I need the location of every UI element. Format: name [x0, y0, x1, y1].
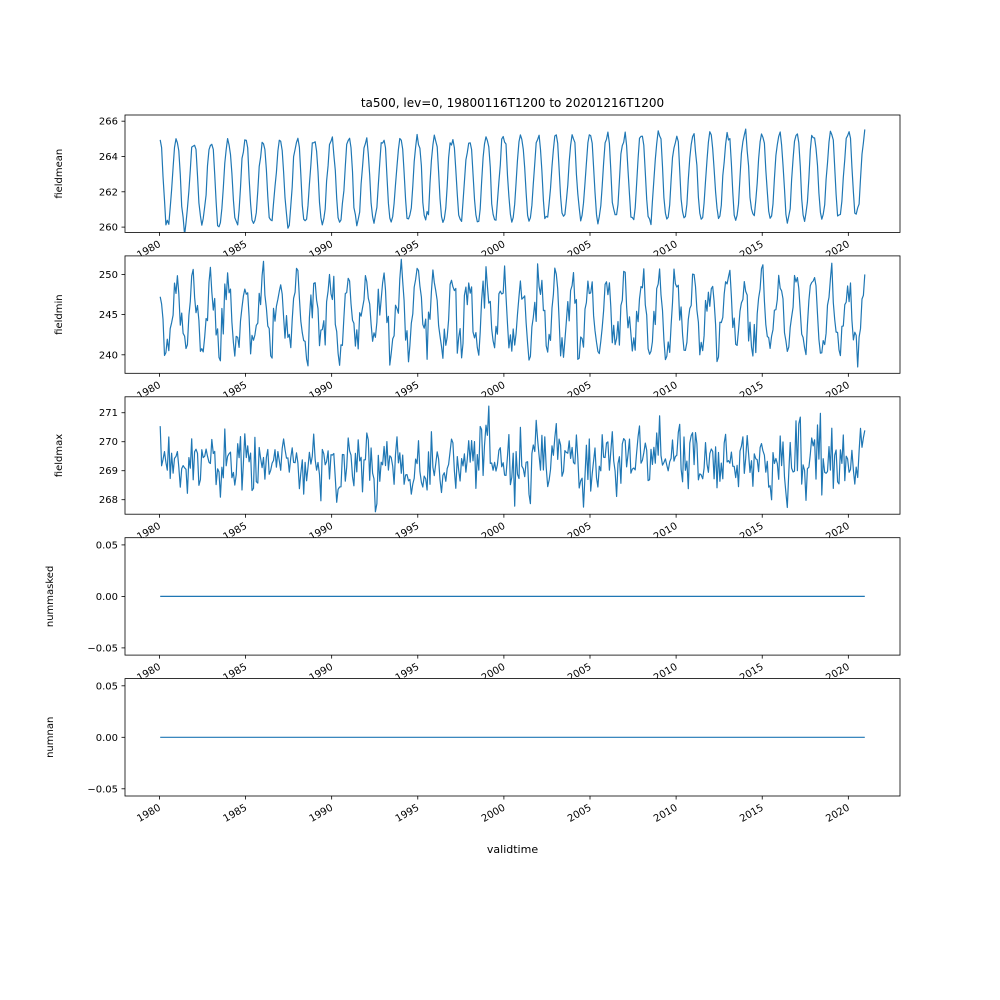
y-tick-label: 240	[99, 350, 118, 361]
x-tick-label: 2020	[824, 803, 852, 825]
axes-background	[125, 255, 900, 374]
y-axis-title-nummasked: nummasked	[45, 566, 56, 627]
series-line-fieldmin	[159, 258, 866, 368]
axes-background	[125, 115, 900, 233]
x-tick-label: 1980	[135, 803, 163, 825]
x-tick-label: 2000	[480, 803, 508, 825]
y-tick-label: 0.05	[96, 540, 118, 551]
y-axis-title-fieldmean: fieldmean	[54, 149, 65, 199]
y-axis-title-fieldmax: fieldmax	[54, 434, 65, 477]
x-tick-label: 2005	[566, 803, 594, 825]
y-tick-label: 266	[99, 117, 118, 128]
y-tick-label: −0.05	[87, 643, 118, 654]
axes-frame	[124, 114, 901, 233]
y-tick-label: 250	[99, 270, 118, 281]
y-tick-label: 0.00	[96, 733, 118, 744]
y-tick-label: 262	[99, 187, 118, 198]
y-tick-label: 269	[99, 466, 118, 477]
y-axis-title-fieldmin: fieldmin	[54, 294, 65, 334]
y-axis-title-numnan: numnan	[45, 717, 56, 758]
y-ticks: 240 245 250	[99, 270, 125, 361]
subplot-numnan: −0.05 0.00 0.05 numnan 1980 1985 1990 1995 2000 2…	[45, 678, 901, 825]
x-ticks: 1980 1985 1990 1995 2000 2005 2010 2015 2020	[135, 796, 852, 825]
x-tick-label: 1990	[308, 803, 336, 825]
y-ticks: 268 269 270 271	[99, 408, 125, 506]
y-tick-label: 0.05	[96, 681, 118, 692]
axes-frame	[124, 396, 901, 515]
x-tick-label: 2015	[738, 803, 766, 825]
figure-title: ta500, lev=0, 19800116T1200 to 20201216T…	[360, 96, 665, 110]
x-tick-label: 1985	[222, 803, 250, 825]
y-tick-label: 270	[99, 437, 118, 448]
x-tick-label: 1995	[394, 803, 422, 825]
x-axis-label: validtime	[486, 843, 539, 856]
series-line-fieldmean	[159, 128, 866, 233]
y-tick-label: 264	[99, 152, 118, 163]
y-tick-label: −0.05	[87, 784, 118, 795]
y-ticks: −0.05 0.00 0.05	[87, 540, 125, 654]
y-tick-label: 271	[99, 408, 118, 419]
y-ticks: −0.05 0.00 0.05	[87, 681, 125, 795]
series-line-fieldmax	[159, 405, 866, 513]
y-tick-label: 268	[99, 495, 118, 506]
y-tick-label: 0.00	[96, 592, 118, 603]
x-tick-label: 2010	[652, 803, 680, 825]
y-tick-label: 260	[99, 223, 118, 234]
y-tick-label: 245	[99, 310, 118, 321]
y-ticks: 260 262 264 266	[99, 117, 125, 234]
